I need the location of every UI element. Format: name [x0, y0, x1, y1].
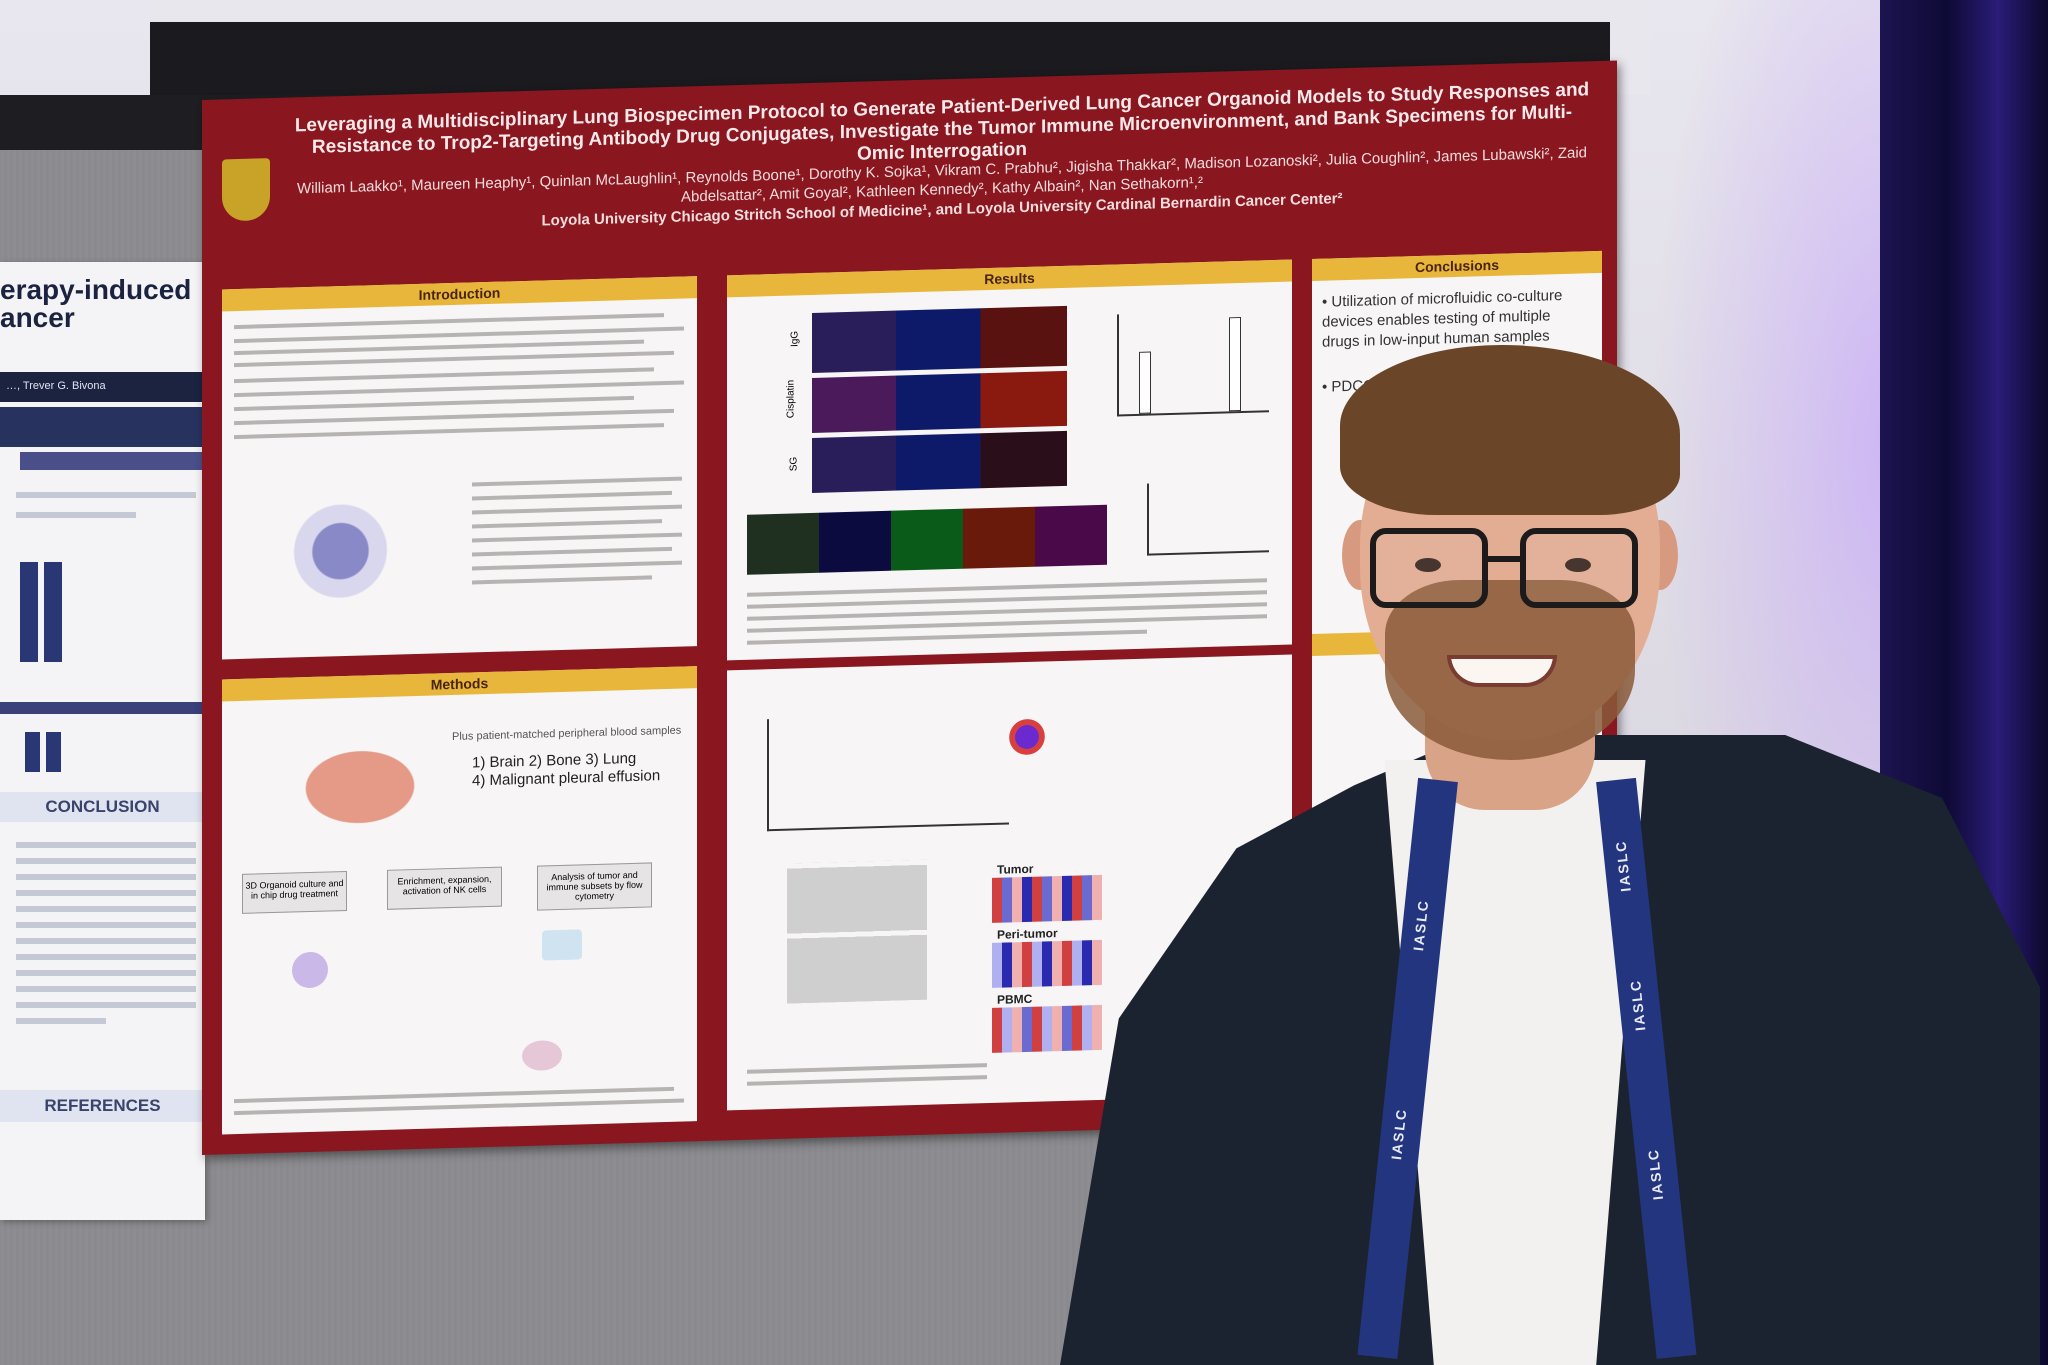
side-bar-chart — [20, 562, 80, 662]
lanyard-logo-text: IASLC — [1644, 1147, 1667, 1201]
umap-plot — [997, 711, 1057, 763]
glasses-lens — [1370, 528, 1488, 608]
side-text-line — [16, 842, 196, 848]
text-line — [234, 380, 684, 398]
text-line — [472, 519, 662, 529]
conclusions-header: Conclusions — [1312, 250, 1602, 281]
text-line — [472, 575, 652, 585]
text-line — [472, 476, 682, 487]
text-line — [747, 1075, 987, 1086]
cell-illustration — [292, 951, 328, 989]
side-title-line2: ancer — [0, 302, 75, 333]
nk-cell-illustration — [237, 462, 467, 640]
side-references-header: REFERENCES — [0, 1090, 205, 1122]
side-text-line — [16, 986, 196, 992]
side-poster-title: erapy-induced ancer — [0, 276, 205, 332]
side-poster-authors: …, Trever G. Bivona — [0, 372, 205, 402]
culture-illustration — [542, 929, 582, 961]
flow-cytometry-plots — [787, 859, 927, 1004]
row-label-sg: SG — [788, 456, 800, 472]
side-text-line — [16, 938, 196, 944]
bar-plot-b — [1117, 310, 1269, 417]
side-title-line1: erapy-induced — [0, 274, 192, 305]
glasses-bridge — [1484, 556, 1524, 562]
lanyard-logo-text: IASLC — [1410, 898, 1432, 952]
side-poster: erapy-induced ancer …, Trever G. Bivona … — [0, 262, 205, 1220]
text-line — [234, 313, 664, 330]
side-text-line — [16, 890, 196, 896]
microscopy-row-igg — [812, 305, 1067, 373]
microscopy-row-sg — [812, 430, 1067, 493]
methods-header: Methods — [222, 666, 697, 702]
methods-panel: Methods Plus patient-matched peripheral … — [222, 666, 697, 1135]
heatmap-tumor — [992, 874, 1102, 923]
glasses-lens — [1520, 528, 1638, 608]
results-header: Results — [727, 259, 1292, 298]
lanyard-logo-text: IASLC — [1612, 839, 1634, 893]
text-line — [472, 546, 672, 557]
text-line — [472, 504, 682, 515]
side-text-line — [16, 858, 196, 864]
text-line — [234, 367, 654, 384]
heatmap-label-pbmc: PBMC — [997, 991, 1033, 1007]
results-panel-top: Results IgG Cisplatin SG — [727, 259, 1292, 661]
hair — [1340, 345, 1680, 515]
lung-illustration — [252, 713, 432, 849]
side-text-line — [16, 492, 196, 498]
side-text-line — [16, 512, 136, 518]
text-line — [747, 629, 1147, 645]
side-band — [0, 702, 205, 714]
side-text-line — [16, 906, 196, 912]
text-line — [472, 490, 672, 501]
text-line — [234, 408, 674, 426]
methods-step3-box: Analysis of tumor and immune subsets by … — [537, 862, 652, 911]
side-references-label: REFERENCES — [44, 1096, 161, 1115]
conclusion-bullet-1: • Utilization of microfluidic co-culture… — [1322, 287, 1563, 351]
eye — [1415, 558, 1441, 572]
lanyard-logo-text: IASLC — [1626, 978, 1649, 1032]
side-text-line — [16, 970, 196, 976]
side-text-line — [16, 922, 196, 928]
text-line — [234, 423, 664, 440]
introduction-panel: Introduction — [222, 276, 697, 660]
heatmap-label-peri-tumor: Peri-tumor — [997, 926, 1058, 942]
row-label-cisplatin: Cisplatin — [785, 379, 797, 419]
text-line — [472, 560, 682, 571]
heatmap-peri-tumor — [992, 939, 1102, 988]
methods-samples-text: Plus patient-matched peripheral blood sa… — [452, 724, 682, 744]
side-band — [0, 407, 205, 447]
smile — [1447, 655, 1557, 687]
plot-bar — [1139, 351, 1151, 414]
eye — [1565, 558, 1591, 572]
conclusion-bullet-1-text: Utilization of microfluidic co-culture d… — [1322, 287, 1563, 351]
methods-step1-box: 3D Organoid culture and in chip drug tre… — [242, 870, 347, 914]
heatmap-label-tumor: Tumor — [997, 861, 1034, 877]
bar-plot-a — [767, 712, 1009, 832]
methods-step2-box: Enrichment, expansion, activation of NK … — [387, 866, 502, 910]
cell-illustration — [522, 1039, 562, 1072]
side-conclusion-header: CONCLUSION — [0, 792, 205, 822]
side-authors-text: …, Trever G. Bivona — [6, 380, 106, 392]
lanyard-logo-text: IASLC — [1388, 1107, 1410, 1161]
heatmap-pbmc — [992, 1004, 1102, 1053]
microscopy-row-cisplatin — [812, 370, 1067, 433]
side-conclusion-label: CONCLUSION — [45, 797, 160, 816]
side-band — [20, 452, 205, 470]
plot-bar — [1229, 316, 1241, 412]
side-text-line — [16, 954, 196, 960]
text-line — [472, 532, 682, 543]
side-text-line — [16, 874, 196, 880]
text-line — [747, 1063, 987, 1074]
side-bar-chart — [25, 732, 85, 772]
microscopy-row-c — [747, 504, 1107, 575]
side-text-line — [16, 1002, 196, 1008]
side-text-line — [16, 1018, 106, 1024]
university-crest — [222, 158, 270, 222]
violin-plot-d — [1147, 480, 1269, 556]
text-line — [234, 395, 634, 412]
introduction-header: Introduction — [222, 276, 697, 312]
row-label-igg: IgG — [789, 330, 801, 348]
